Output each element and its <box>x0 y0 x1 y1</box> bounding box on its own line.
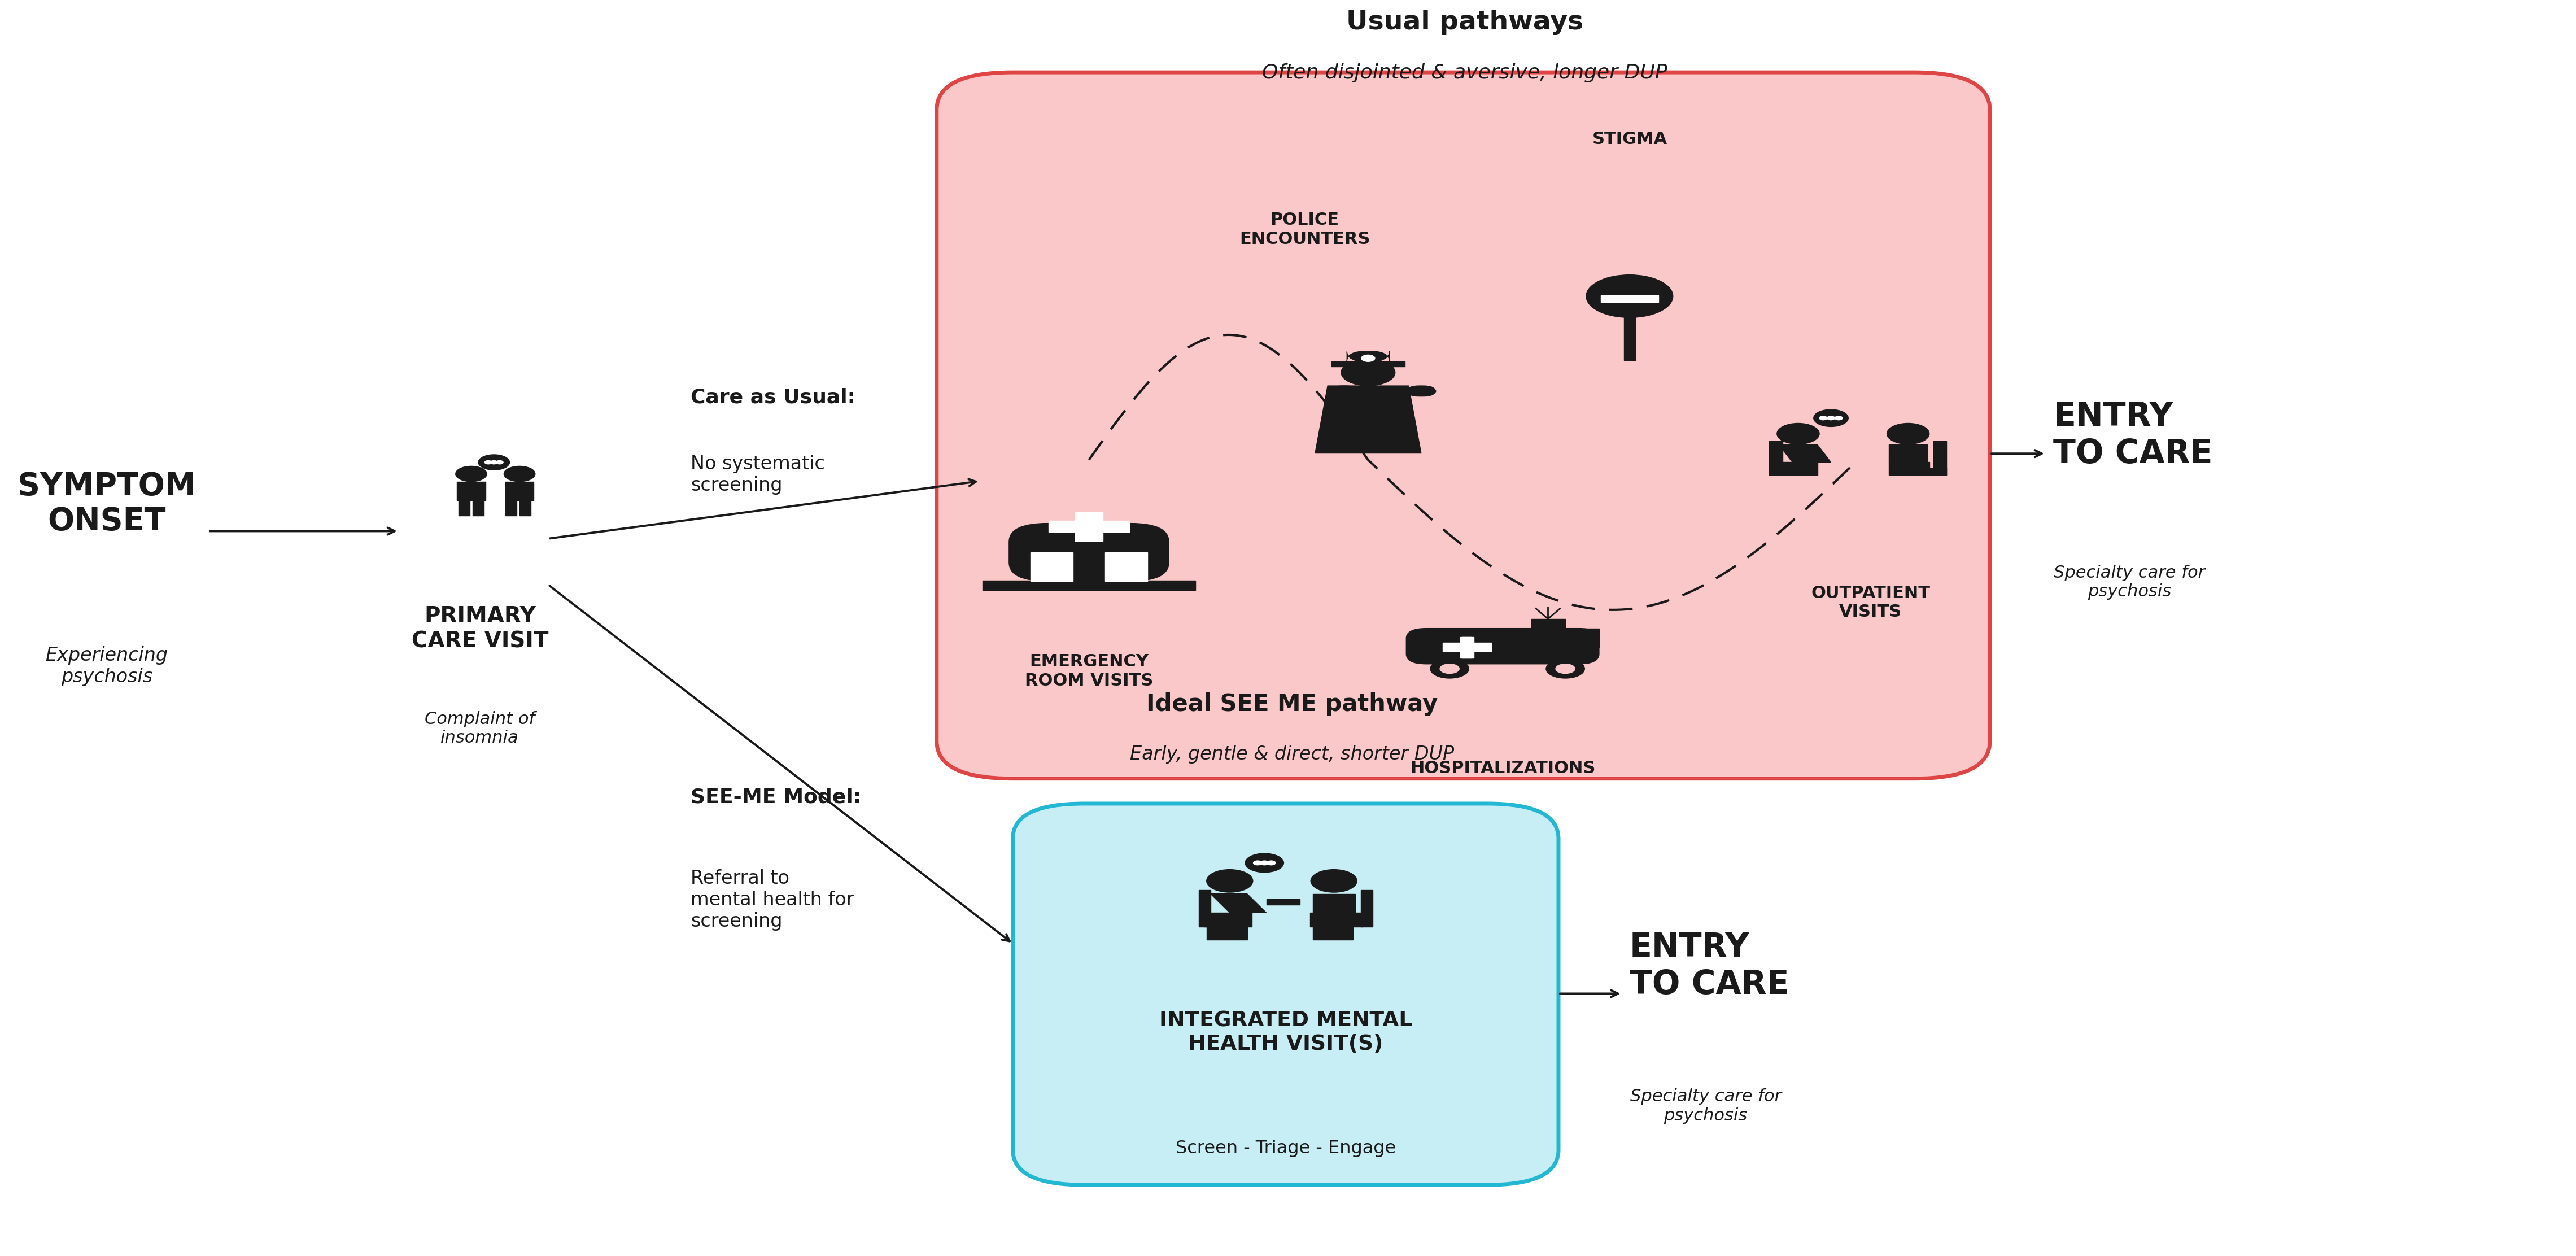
FancyBboxPatch shape <box>1267 899 1301 904</box>
FancyBboxPatch shape <box>1203 913 1252 927</box>
FancyBboxPatch shape <box>1314 927 1352 939</box>
Text: ENTRY
TO CARE: ENTRY TO CARE <box>2053 401 2213 470</box>
FancyBboxPatch shape <box>1105 553 1146 582</box>
Text: Often disjointed & aversive, longer DUP: Often disjointed & aversive, longer DUP <box>1262 63 1667 83</box>
FancyBboxPatch shape <box>1780 462 1819 475</box>
Text: Specialty care for
psychosis: Specialty care for psychosis <box>2053 565 2205 600</box>
FancyBboxPatch shape <box>981 580 1195 590</box>
Circle shape <box>1260 860 1270 865</box>
Circle shape <box>1826 416 1834 420</box>
FancyBboxPatch shape <box>505 499 518 516</box>
FancyBboxPatch shape <box>1030 553 1074 582</box>
FancyBboxPatch shape <box>1932 441 1947 475</box>
Circle shape <box>1546 659 1584 678</box>
FancyBboxPatch shape <box>1309 913 1363 927</box>
Circle shape <box>1814 409 1850 427</box>
Polygon shape <box>1314 894 1355 913</box>
FancyBboxPatch shape <box>1461 637 1471 658</box>
Text: Care as Usual:: Care as Usual: <box>690 388 855 407</box>
FancyBboxPatch shape <box>520 499 531 516</box>
Text: PRIMARY
CARE VISIT: PRIMARY CARE VISIT <box>412 605 549 652</box>
Circle shape <box>1311 869 1358 892</box>
Text: Complaint of
insomnia: Complaint of insomnia <box>425 711 536 746</box>
Circle shape <box>1360 355 1376 362</box>
Circle shape <box>1267 860 1275 865</box>
FancyBboxPatch shape <box>1600 295 1659 301</box>
FancyBboxPatch shape <box>1770 468 1814 475</box>
Circle shape <box>497 461 502 463</box>
FancyBboxPatch shape <box>1048 521 1128 533</box>
Text: Screen - Triage - Engage: Screen - Triage - Engage <box>1175 1140 1396 1157</box>
Circle shape <box>479 455 510 470</box>
FancyBboxPatch shape <box>1623 308 1636 360</box>
Polygon shape <box>1888 445 1927 462</box>
Polygon shape <box>505 482 533 500</box>
Circle shape <box>1342 359 1396 386</box>
FancyBboxPatch shape <box>1329 386 1358 396</box>
Circle shape <box>1440 634 1494 661</box>
Circle shape <box>1556 664 1574 673</box>
FancyBboxPatch shape <box>1770 441 1783 475</box>
FancyBboxPatch shape <box>1463 637 1473 658</box>
Polygon shape <box>1780 445 1832 462</box>
Circle shape <box>484 461 492 463</box>
Text: OUTPATIENT
VISITS: OUTPATIENT VISITS <box>1811 585 1929 620</box>
Text: Ideal SEE ME pathway: Ideal SEE ME pathway <box>1146 692 1437 716</box>
FancyBboxPatch shape <box>1406 628 1600 664</box>
FancyBboxPatch shape <box>1206 927 1247 939</box>
Circle shape <box>1834 416 1842 420</box>
FancyBboxPatch shape <box>1888 462 1929 475</box>
Text: Usual pathways: Usual pathways <box>1345 10 1584 35</box>
FancyBboxPatch shape <box>1347 352 1388 362</box>
Circle shape <box>1440 664 1458 673</box>
Circle shape <box>1886 423 1929 445</box>
Circle shape <box>1587 275 1672 318</box>
Circle shape <box>1777 423 1819 445</box>
Circle shape <box>505 466 536 481</box>
Text: INTEGRATED MENTAL
HEALTH VISIT(S): INTEGRATED MENTAL HEALTH VISIT(S) <box>1159 1011 1412 1054</box>
FancyBboxPatch shape <box>1010 524 1170 582</box>
Polygon shape <box>1316 386 1422 453</box>
FancyBboxPatch shape <box>1406 386 1435 396</box>
Polygon shape <box>1211 894 1267 913</box>
Circle shape <box>456 466 487 481</box>
Text: POLICE
ENCOUNTERS: POLICE ENCOUNTERS <box>1239 212 1370 247</box>
Circle shape <box>1819 416 1826 420</box>
Text: HOSPITALIZATIONS: HOSPITALIZATIONS <box>1409 760 1595 776</box>
FancyBboxPatch shape <box>938 73 1989 779</box>
FancyBboxPatch shape <box>459 499 469 516</box>
Text: No systematic
screening: No systematic screening <box>690 455 824 495</box>
FancyBboxPatch shape <box>1198 891 1211 927</box>
Text: EMERGENCY
ROOM VISITS: EMERGENCY ROOM VISITS <box>1025 653 1154 690</box>
FancyBboxPatch shape <box>1445 644 1489 651</box>
Text: STIGMA: STIGMA <box>1592 131 1667 147</box>
FancyBboxPatch shape <box>1360 891 1373 927</box>
FancyBboxPatch shape <box>1332 362 1404 367</box>
FancyBboxPatch shape <box>1443 643 1492 651</box>
FancyBboxPatch shape <box>1074 512 1103 541</box>
Text: Experiencing
psychosis: Experiencing psychosis <box>46 646 167 686</box>
Text: SYMPTOM
ONSET: SYMPTOM ONSET <box>18 471 196 536</box>
Text: Early, gentle & direct, shorter DUP: Early, gentle & direct, shorter DUP <box>1131 745 1453 764</box>
FancyBboxPatch shape <box>1901 468 1947 475</box>
FancyBboxPatch shape <box>1533 619 1566 628</box>
Text: Referral to
mental health for
screening: Referral to mental health for screening <box>690 869 855 931</box>
Circle shape <box>1255 860 1262 865</box>
FancyBboxPatch shape <box>471 499 484 516</box>
Circle shape <box>1430 659 1468 678</box>
Circle shape <box>489 461 497 463</box>
Text: ENTRY
TO CARE: ENTRY TO CARE <box>1631 932 1790 1001</box>
Text: Specialty care for
psychosis: Specialty care for psychosis <box>1631 1089 1783 1124</box>
FancyBboxPatch shape <box>1012 804 1558 1184</box>
Circle shape <box>1206 869 1252 892</box>
Polygon shape <box>1535 628 1600 647</box>
Text: SEE-ME Model:: SEE-ME Model: <box>690 788 860 806</box>
Polygon shape <box>456 482 484 500</box>
Circle shape <box>1244 853 1283 873</box>
